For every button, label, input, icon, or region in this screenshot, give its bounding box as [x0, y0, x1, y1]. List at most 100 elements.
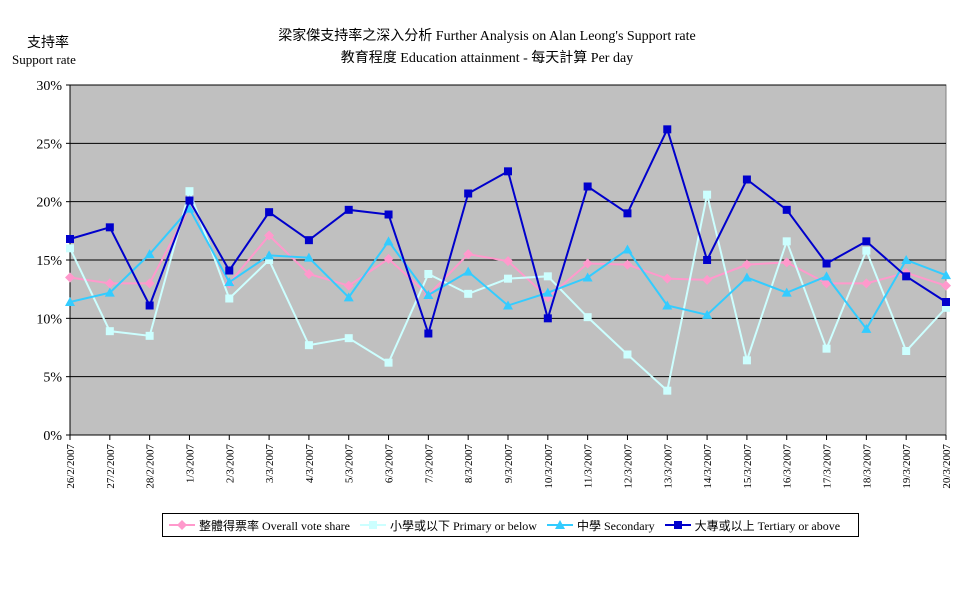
y-tick-label: 0% [43, 429, 62, 444]
x-tick-label: 17/3/2007 [822, 444, 834, 489]
series-2-point [424, 270, 433, 278]
series-1-point [65, 272, 75, 283]
series-2-point [464, 289, 473, 298]
series-2-point [623, 350, 632, 359]
series-1-point [941, 280, 951, 291]
x-tick-label: 7/3/2007 [423, 444, 435, 484]
series-4-point [583, 182, 592, 191]
legend-item-3: 中學 Secondary [546, 517, 655, 534]
series-1-point [303, 269, 314, 279]
series-4-point [185, 196, 194, 205]
legend-item-4: 大專或以上 Tertiary or above [664, 517, 841, 534]
series-3-point [144, 249, 155, 259]
series-1-point [503, 256, 513, 267]
series-2-point [66, 244, 74, 253]
series-3-point [821, 271, 832, 281]
series-4-point [663, 125, 672, 134]
x-tick-label: 5/3/2007 [344, 444, 356, 484]
series-2-point [782, 237, 791, 246]
x-tick-label: 6/3/2007 [384, 444, 396, 484]
series-3-point [303, 252, 314, 262]
series-3-point [264, 250, 275, 260]
series-4-point [504, 167, 512, 176]
x-tick-label: 8/3/2007 [463, 444, 475, 484]
x-tick-label: 19/3/2007 [901, 444, 913, 489]
series-3-point [542, 287, 553, 297]
y-tick-label: 20% [36, 196, 62, 211]
series-4-point [543, 314, 552, 323]
series-2-point [504, 274, 512, 283]
series-1-point [463, 249, 474, 260]
series-4-point [464, 189, 473, 198]
series-1-point [741, 259, 752, 270]
series-1-point [662, 273, 673, 284]
series-1-point [582, 258, 593, 269]
series-2-point [384, 358, 393, 367]
series-1-point [861, 278, 872, 289]
series-4-point [822, 259, 831, 268]
series-3-point [702, 309, 713, 319]
x-tick-label: 10/3/2007 [543, 444, 555, 489]
series-1-point [702, 274, 713, 285]
series-3-point [383, 236, 394, 246]
series-3-point [941, 270, 951, 280]
series-3-point [343, 292, 354, 302]
y-tick-label: 10% [36, 312, 62, 327]
x-tick-label: 3/3/2007 [264, 444, 276, 484]
series-3-point [65, 297, 75, 306]
series-4-point [703, 256, 712, 264]
series-3-point [622, 244, 633, 254]
series-2-point [583, 313, 592, 322]
legend-swatch-icon [359, 521, 386, 529]
series-2-point [663, 386, 672, 395]
series-3-point [184, 203, 195, 213]
x-tick-label: 20/3/2007 [941, 444, 953, 489]
series-2-point [225, 294, 234, 303]
y-axis-label: 支持率 [27, 36, 69, 51]
legend-label: 大專或以上 Tertiary or above [694, 518, 841, 533]
series-4-point [782, 205, 791, 214]
series-4-point [66, 235, 74, 243]
series-4-point [902, 272, 911, 281]
chart-legend: 整體得票率 Overall vote share 小學或以下 Primary or… [162, 513, 859, 537]
legend-swatch-icon [546, 520, 573, 529]
series-1-point [622, 259, 633, 270]
y-axis-label-en: Support rate [12, 52, 76, 67]
chart-subtitle: 教育程度 Education attainment - 每天計算 Per day [340, 51, 634, 66]
series-3-point [503, 300, 513, 310]
x-tick-label: 16/3/2007 [782, 444, 794, 489]
series-3-point [423, 290, 434, 299]
series-2-point [145, 331, 154, 340]
series-2-point [862, 246, 871, 255]
legend-label: 小學或以下 Primary or below [389, 518, 537, 533]
legend-swatch-icon [169, 520, 195, 530]
series-3-point [781, 287, 792, 297]
series-2-point [543, 272, 552, 281]
x-tick-label: 1/3/2007 [184, 444, 196, 484]
x-tick-label: 27/2/2007 [105, 444, 117, 489]
series-1-point [781, 257, 792, 268]
series-3-point [901, 255, 912, 264]
series-4-point [105, 223, 114, 232]
x-tick-label: 13/3/2007 [662, 444, 674, 489]
chart-title: 梁家傑支持率之深入分析 Further Analysis on Alan Leo… [278, 29, 696, 44]
series-4-point [265, 208, 274, 217]
series-2-point [822, 344, 831, 353]
x-tick-label: 2/3/2007 [224, 444, 236, 484]
series-3-point [741, 272, 752, 282]
x-tick-label: 12/3/2007 [622, 444, 634, 489]
series-3-point [463, 266, 474, 276]
x-tick-label: 9/3/2007 [503, 444, 515, 484]
x-tick-label: 11/3/2007 [583, 444, 595, 489]
legend-item-1: 整體得票率 Overall vote share [169, 517, 350, 534]
series-2-point [703, 190, 712, 199]
series-4-point [225, 266, 234, 275]
series-1-point [343, 280, 354, 291]
legend-item-2: 小學或以下 Primary or below [359, 517, 537, 534]
x-tick-label: 18/3/2007 [861, 444, 873, 489]
series-3-point [582, 272, 593, 282]
series-2-point [902, 347, 911, 355]
series-4-point [623, 209, 632, 218]
series-3-point [861, 323, 872, 333]
